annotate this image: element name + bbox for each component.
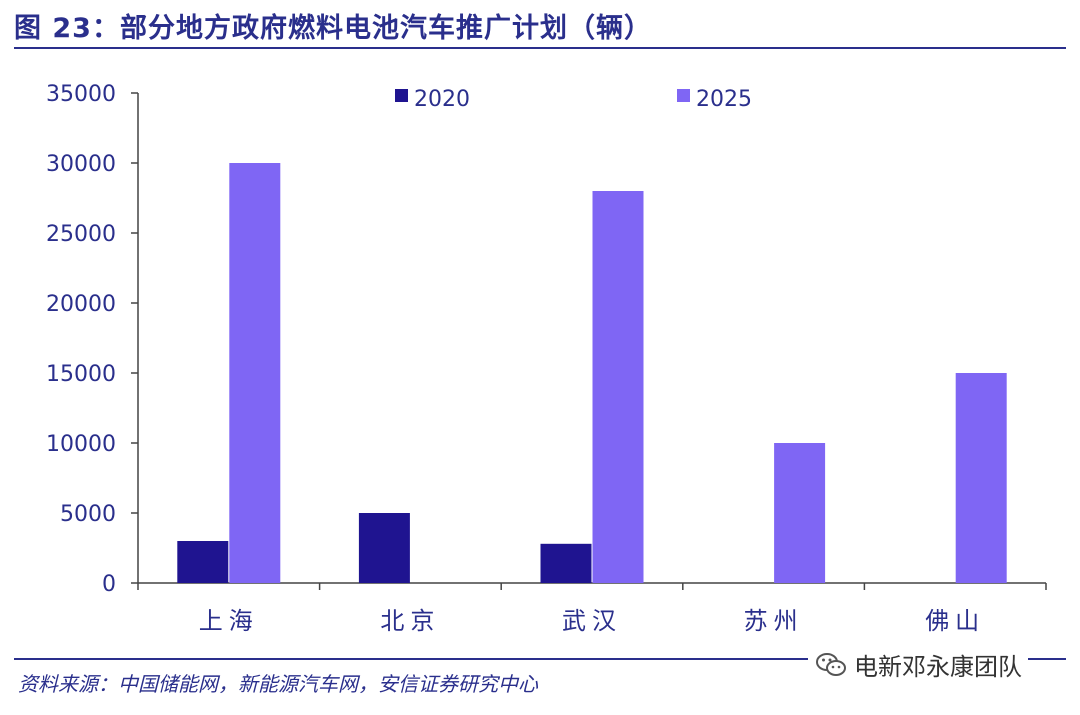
x-category-label: 北京 <box>380 607 440 635</box>
x-category-label: 佛山 <box>925 607 985 635</box>
legend-label-2025: 2025 <box>696 87 752 112</box>
bar-2020-上海 <box>177 541 229 583</box>
bar-2025-苏州 <box>774 443 826 583</box>
source-rule <box>14 658 1066 660</box>
y-tick-label: 30000 <box>46 152 116 177</box>
y-tick-label: 5000 <box>60 502 116 527</box>
y-tick-label: 0 <box>102 572 116 597</box>
bar-2025-武汉 <box>592 191 644 583</box>
y-tick-label: 20000 <box>46 292 116 317</box>
watermark: 电新邓永康团队 <box>808 647 1028 682</box>
x-category-label: 上海 <box>199 607 259 635</box>
y-tick-label: 25000 <box>46 222 116 247</box>
wechat-icon <box>816 652 846 676</box>
bar-2020-武汉 <box>540 543 592 583</box>
legend-label-2020: 2020 <box>414 87 470 112</box>
legend-swatch-2020 <box>395 89 408 102</box>
bar-2025-佛山 <box>955 373 1007 583</box>
x-category-label: 武汉 <box>562 607 622 635</box>
x-category-label: 苏州 <box>744 607 804 635</box>
y-tick-label: 35000 <box>46 82 116 107</box>
y-tick-label: 15000 <box>46 362 116 387</box>
figure-title: 图 23：部分地方政府燃料电池汽车推广计划（辆） <box>14 13 652 44</box>
y-tick-label: 10000 <box>46 432 116 457</box>
bar-2025-上海 <box>229 163 281 583</box>
bar-2020-北京 <box>358 513 410 583</box>
source-note: 资料来源：中国储能网，新能源汽车网，安信证券研究中心 <box>18 672 538 696</box>
legend-swatch-2025 <box>677 89 690 102</box>
watermark-text: 电新邓永康团队 <box>854 653 1022 681</box>
title-rule <box>14 47 1066 49</box>
